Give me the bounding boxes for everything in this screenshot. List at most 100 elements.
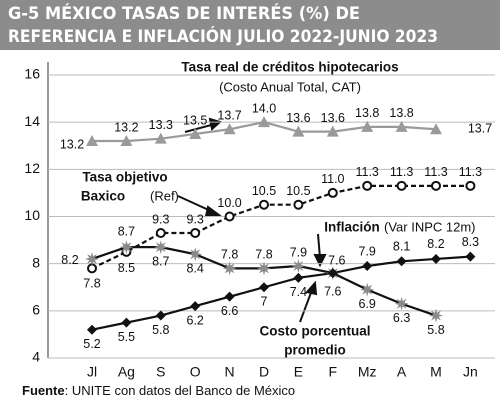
x-tick-label: Jl xyxy=(87,364,97,380)
x-tick-label: O xyxy=(190,364,201,380)
marker xyxy=(223,123,236,135)
source: Fuente: UNITE con datos del Banco de Méx… xyxy=(22,383,295,398)
data-label: 13.8 xyxy=(389,106,413,120)
x-tick-label: N xyxy=(225,364,235,380)
data-label: 7.6 xyxy=(328,253,345,267)
data-label: 6.2 xyxy=(187,313,204,327)
data-label: 8.4 xyxy=(187,262,204,276)
marker xyxy=(362,261,373,272)
series-line xyxy=(91,255,471,331)
data-label: 11.3 xyxy=(355,165,378,179)
marker xyxy=(86,135,98,147)
chart-title: G-5 MÉXICO TASAS DE INTERÉS (%) DE xyxy=(8,2,360,24)
chart-title: REFERENCIA E INFLACIÓN JULIO 2022-JUNIO … xyxy=(8,25,438,47)
series-note: (Var INPC 12m) xyxy=(384,219,476,234)
source-label: Fuente xyxy=(22,383,65,398)
source-text: : UNITE con datos del Banco de México xyxy=(65,383,296,398)
marker xyxy=(465,180,476,191)
marker xyxy=(395,120,408,132)
x-tick-label: Mz xyxy=(358,364,377,380)
marker xyxy=(119,240,134,255)
marker xyxy=(120,135,133,147)
data-label: 11.3 xyxy=(390,165,413,179)
data-label: 11.3 xyxy=(424,165,447,179)
series-name: Tasa objetivo xyxy=(82,170,167,185)
data-label: 14.0 xyxy=(252,101,276,115)
marker xyxy=(465,251,476,262)
data-label: 6.9 xyxy=(359,297,376,311)
x-tick-label: F xyxy=(329,364,338,380)
marker xyxy=(259,282,269,293)
data-label: 10.5 xyxy=(252,184,276,198)
data-label: 9.3 xyxy=(152,212,169,226)
marker xyxy=(224,291,235,302)
data-label: 8.7 xyxy=(118,224,135,238)
data-label: 7.8 xyxy=(221,248,238,262)
marker xyxy=(396,180,407,191)
marker xyxy=(257,261,271,276)
marker xyxy=(154,132,167,144)
marker xyxy=(259,199,269,210)
x-tick-label: D xyxy=(259,364,269,380)
data-label: 7.6 xyxy=(324,284,341,298)
data-label: 13.8 xyxy=(355,106,379,120)
data-label: 8.2 xyxy=(427,237,444,251)
marker xyxy=(153,240,168,255)
data-label: 13.6 xyxy=(321,111,345,125)
marker xyxy=(155,310,166,321)
x-tick-label: Jn xyxy=(463,364,478,380)
y-tick-label: 4 xyxy=(32,349,40,365)
marker xyxy=(190,301,201,312)
data-label: 9.3 xyxy=(187,212,204,226)
y-tick-label: 16 xyxy=(24,66,40,82)
marker xyxy=(327,268,338,279)
data-label: 6.6 xyxy=(221,304,238,318)
data-label: 13.2 xyxy=(60,137,84,151)
marker xyxy=(430,123,442,135)
series-name: Inflación xyxy=(324,220,380,235)
data-label: 13.5 xyxy=(183,113,207,127)
data-label: 13.6 xyxy=(286,111,310,125)
data-label: 7 xyxy=(261,295,268,309)
data-label: 11.0 xyxy=(321,172,344,186)
marker xyxy=(431,253,441,264)
title-bar xyxy=(0,0,500,50)
series-note: (Costo Anual Total, CAT) xyxy=(219,79,361,94)
data-label: 10.5 xyxy=(286,184,310,198)
data-label: 8.5 xyxy=(118,261,135,275)
marker xyxy=(327,187,338,198)
x-tick-label: S xyxy=(156,364,165,380)
marker xyxy=(121,317,132,328)
data-label: 5.2 xyxy=(83,337,100,351)
marker xyxy=(326,125,339,137)
marker xyxy=(360,282,375,297)
marker xyxy=(293,199,304,210)
y-tick-label: 12 xyxy=(24,160,40,176)
data-label: 13.2 xyxy=(114,120,138,134)
data-label: 8.1 xyxy=(393,240,410,254)
marker xyxy=(396,256,407,267)
y-tick-label: 14 xyxy=(24,113,40,129)
marker xyxy=(362,180,373,191)
data-label: 5.8 xyxy=(152,323,169,337)
y-tick-label: 10 xyxy=(24,207,40,223)
data-label: 11.3 xyxy=(459,165,482,179)
data-label: 7.8 xyxy=(255,248,272,262)
data-label: 8.2 xyxy=(61,253,78,267)
marker xyxy=(155,228,166,239)
data-label: 7.8 xyxy=(83,277,100,291)
x-tick-label: M xyxy=(430,364,442,380)
arrows xyxy=(177,117,327,323)
marker xyxy=(188,247,203,262)
marker xyxy=(429,308,443,323)
marker xyxy=(189,127,202,139)
marker xyxy=(222,261,237,276)
y-tick-label: 8 xyxy=(32,254,40,270)
marker xyxy=(292,125,305,137)
marker xyxy=(431,180,441,191)
data-label: 5.5 xyxy=(118,330,135,344)
series-note: (Ref) xyxy=(150,188,179,203)
data-label: 7.4 xyxy=(290,285,307,299)
x-tick-label: A xyxy=(397,364,407,380)
